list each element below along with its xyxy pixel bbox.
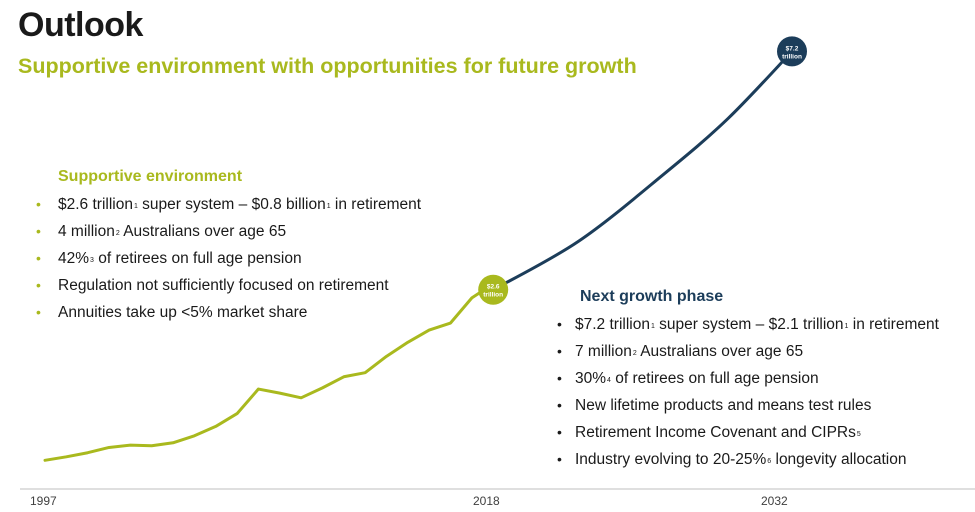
text-fragment: 7 million: [575, 343, 632, 360]
footnote-marker: 2: [632, 350, 637, 357]
bullet-icon: •: [557, 343, 562, 359]
list-item-text: Industry evolving to 20-25%6 longevity a…: [575, 447, 907, 473]
historical-series-line: [43, 288, 495, 462]
footnote-marker: 5: [856, 431, 861, 438]
bullet-icon: •: [36, 223, 41, 239]
list-item-text: 30%4 of retirees on full age pension: [575, 366, 820, 392]
footnote-marker: 1: [650, 323, 655, 330]
text-fragment: in retirement: [330, 196, 422, 213]
list-item: • 42%3 of retirees on full age pension: [36, 245, 506, 272]
footnote-marker: 2: [115, 230, 120, 237]
list-item: • Industry evolving to 20-25%6 longevity …: [557, 446, 975, 473]
section-heading: Supportive environment: [58, 168, 243, 185]
text-fragment: in retirement: [848, 316, 939, 333]
marker-circle: [478, 274, 509, 305]
list-item-text: 4 million2 Australians over age 65: [58, 219, 287, 245]
page-title: Outlook: [18, 6, 143, 44]
text-fragment: Australians over age 65: [119, 223, 287, 240]
bullet-icon: •: [36, 304, 41, 320]
section-heading: Next growth phase: [580, 288, 724, 305]
x-tick-label: 2032: [761, 494, 788, 508]
footnote-marker: 1: [133, 203, 138, 210]
list-item: • 30%4 of retirees on full age pension: [557, 365, 975, 392]
text-fragment: 4 million: [58, 223, 115, 240]
bullet-icon: •: [557, 370, 562, 386]
bullet-icon: •: [36, 277, 41, 293]
footnote-marker: 4: [607, 377, 611, 384]
text-fragment: $7.2 trillion: [575, 316, 650, 333]
text-fragment: Australians over age 65: [636, 343, 804, 360]
bullet-icon: •: [557, 316, 562, 332]
text-fragment: Retirement Income Covenant and CIPRs: [575, 424, 856, 441]
next-growth-phase-list: • $7.2 trillion1 super system – $2.1 tril…: [557, 311, 975, 473]
next-growth-phase-section: Next growth phase • $7.2 trillion1 super …: [557, 288, 975, 473]
text-fragment: Industry evolving to 20-25%: [575, 451, 767, 468]
bullet-icon: •: [36, 196, 41, 212]
marker-label: trillion: [782, 53, 802, 60]
list-item-text: 7 million2 Australians over age 65: [575, 339, 804, 365]
text-fragment: super system – $2.1 trillion: [654, 316, 844, 333]
list-item: • 4 million2 Australians over age 65: [36, 218, 506, 245]
marker-label: $2.6: [487, 284, 500, 291]
list-item-text: Annuities take up <5% market share: [58, 300, 309, 326]
text-fragment: of retirees on full age pension: [610, 370, 819, 387]
list-item: • Regulation not sufficiently focused on …: [36, 272, 506, 299]
list-item-text: New lifetime products and means test rul…: [575, 393, 873, 419]
text-fragment: 30%: [575, 370, 607, 387]
bullet-icon: •: [36, 250, 41, 266]
list-item: • $2.6 trillion1 super system – $0.8 bill…: [36, 191, 506, 218]
text-fragment: 42%: [58, 250, 90, 267]
x-tick-label: 1997: [30, 494, 57, 508]
marker-circle: [777, 36, 807, 67]
list-item: • 7 million2 Australians over age 65: [557, 338, 975, 365]
footnote-marker: 1: [844, 323, 849, 330]
text-fragment: $2.6 trillion: [58, 196, 133, 213]
x-tick-label: 2018: [473, 494, 500, 508]
bullet-icon: •: [557, 451, 562, 467]
text-fragment: longevity allocation: [771, 451, 907, 468]
page-subtitle: Supportive environment with opportunitie…: [18, 54, 637, 78]
text-fragment: Annuities take up <5% market share: [58, 304, 308, 321]
text-fragment: New lifetime products and means test rul…: [575, 397, 872, 414]
list-item-text: $7.2 trillion1 super system – $2.1 trill…: [575, 312, 939, 338]
footnote-marker: 3: [90, 257, 94, 264]
list-item: • Annuities take up <5% market share: [36, 299, 506, 326]
list-item: • Retirement Income Covenant and CIPRs5: [557, 419, 975, 446]
list-item: • New lifetime products and means test ru…: [557, 392, 975, 419]
supportive-environment-list: • $2.6 trillion1 super system – $0.8 bill…: [36, 191, 506, 326]
text-fragment: super system – $0.8 billion: [137, 196, 326, 213]
list-item-text: Retirement Income Covenant and CIPRs5: [575, 420, 862, 446]
list-item-text: Regulation not sufficiently focused on r…: [58, 273, 391, 299]
footnote-marker: 1: [326, 203, 331, 210]
supportive-environment-section: Supportive environment • $2.6 trillion1 s…: [36, 168, 506, 326]
list-item-text: $2.6 trillion1 super system – $0.8 billi…: [58, 192, 421, 218]
marker-label: $7.2: [786, 45, 799, 52]
footnote-marker: 6: [767, 458, 772, 465]
projection-series-line: [491, 49, 794, 292]
text-fragment: of retirees on full age pension: [93, 250, 302, 267]
marker-label: trillion: [483, 292, 503, 299]
list-item: • $7.2 trillion1 super system – $2.1 tril…: [557, 311, 975, 338]
bullet-icon: •: [557, 397, 562, 413]
text-fragment: Regulation not sufficiently focused on r…: [58, 277, 389, 294]
list-item-text: 42%3 of retirees on full age pension: [58, 246, 303, 272]
bullet-icon: •: [557, 424, 562, 440]
